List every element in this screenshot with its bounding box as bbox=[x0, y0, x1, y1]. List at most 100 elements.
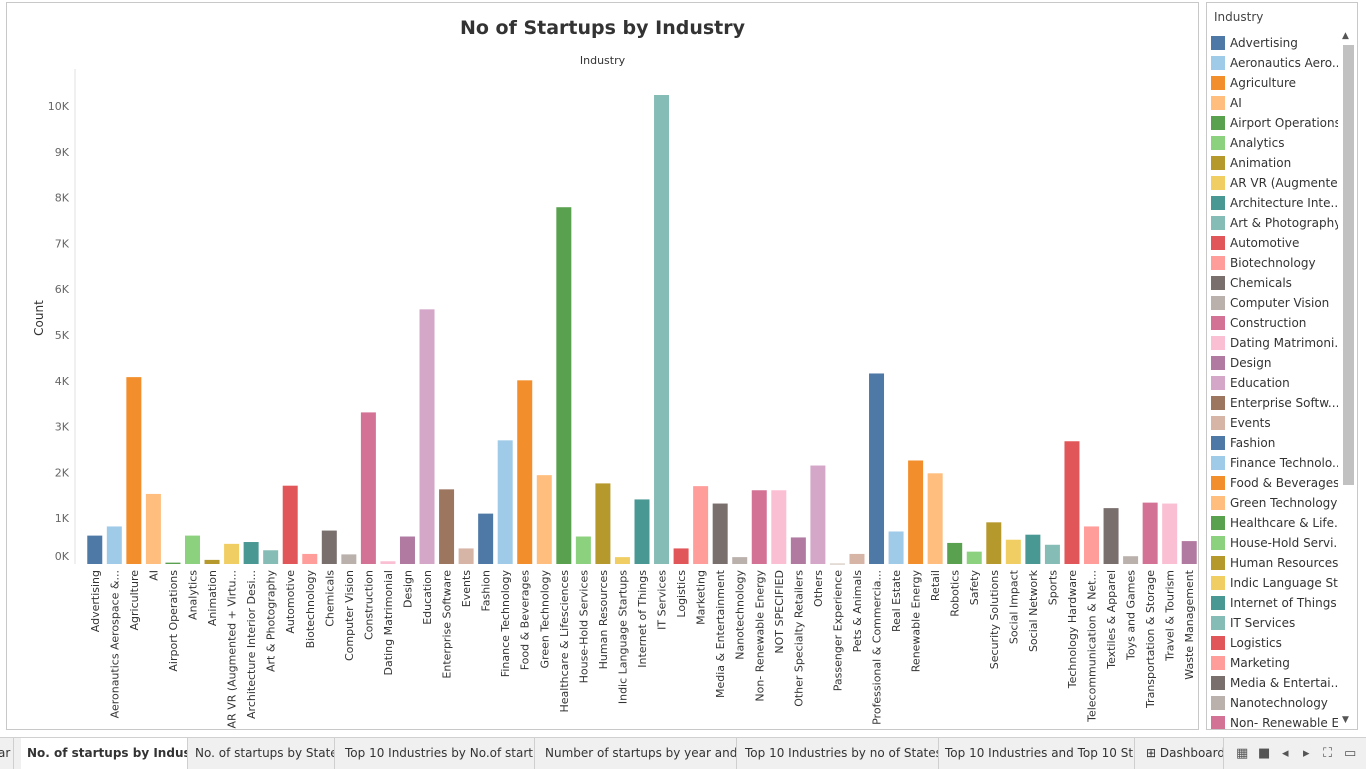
bar bbox=[360, 412, 376, 564]
bar bbox=[517, 380, 533, 564]
legend-label: Art & Photography bbox=[1230, 216, 1338, 230]
legend-item[interactable]: Logistics bbox=[1211, 633, 1341, 653]
fit-screen-icon[interactable]: ⛶ bbox=[1323, 746, 1333, 761]
x-tick-label: Analytics bbox=[186, 570, 199, 620]
scroll-thumb[interactable] bbox=[1343, 45, 1354, 485]
tab-dashboard[interactable]: ⊞ Dashboard bbox=[1140, 738, 1224, 769]
legend-item[interactable]: Art & Photography bbox=[1211, 213, 1341, 233]
scroll-down-icon[interactable]: ▼ bbox=[1342, 715, 1349, 725]
legend-swatch bbox=[1211, 156, 1225, 170]
scroll-up-icon[interactable]: ▲ bbox=[1342, 31, 1349, 41]
legend-label: House-Hold Servi... bbox=[1230, 536, 1338, 550]
legend-swatch bbox=[1211, 356, 1225, 370]
x-tick-label: Travel & Tourism bbox=[1164, 570, 1177, 662]
sheet-sorter-icon[interactable]: ▦ bbox=[1236, 746, 1249, 761]
bar bbox=[712, 503, 728, 564]
legend-item[interactable]: Enterprise Softw... bbox=[1211, 393, 1341, 413]
x-tick-label: Fashion bbox=[480, 570, 493, 612]
legend-item[interactable]: Education bbox=[1211, 373, 1341, 393]
x-tick-label: Food & Beverages bbox=[519, 570, 532, 671]
legend-swatch bbox=[1211, 556, 1225, 570]
legend-scrollbar[interactable]: ▲ ▼ bbox=[1341, 31, 1355, 729]
tab-worksheet[interactable]: ar bbox=[0, 738, 14, 769]
legend-item[interactable]: Finance Technolo... bbox=[1211, 453, 1341, 473]
legend-item[interactable]: Animation bbox=[1211, 153, 1341, 173]
legend-item[interactable]: Construction bbox=[1211, 313, 1341, 333]
legend-item[interactable]: Fashion bbox=[1211, 433, 1341, 453]
legend-item[interactable]: Human Resources bbox=[1211, 553, 1341, 573]
legend-item[interactable]: Events bbox=[1211, 413, 1341, 433]
tab-startups-by-industry[interactable]: No. of startups by Industry bbox=[21, 738, 188, 769]
bar bbox=[986, 522, 1002, 564]
legend-item[interactable]: Aeronautics Aero... bbox=[1211, 53, 1341, 73]
legend-item[interactable]: Architecture Inte... bbox=[1211, 193, 1341, 213]
x-tick-label: Finance Technology bbox=[499, 570, 512, 678]
bar bbox=[829, 563, 845, 565]
legend-item[interactable]: Computer Vision bbox=[1211, 293, 1341, 313]
prev-sheet-icon[interactable]: ◂ bbox=[1282, 746, 1289, 761]
x-tick-label: AR VR (Augmented + Virtu... bbox=[226, 570, 239, 728]
bar bbox=[126, 377, 142, 564]
legend-item[interactable]: Analytics bbox=[1211, 133, 1341, 153]
legend-label: Computer Vision bbox=[1230, 296, 1330, 310]
legend-swatch bbox=[1211, 436, 1225, 450]
legend-item[interactable]: Marketing bbox=[1211, 653, 1341, 673]
legend-swatch bbox=[1211, 296, 1225, 310]
x-tick-label: Other Specialty Retailers bbox=[792, 570, 805, 707]
presentation-mode-icon[interactable]: ▭ bbox=[1344, 746, 1357, 761]
legend-item[interactable]: Design bbox=[1211, 353, 1341, 373]
legend-item[interactable]: Indic Language St... bbox=[1211, 573, 1341, 593]
bar bbox=[790, 537, 806, 564]
x-tick-label: Logistics bbox=[675, 570, 688, 618]
legend-item[interactable]: Healthcare & Life... bbox=[1211, 513, 1341, 533]
x-tick-label: Transportation & Storage bbox=[1144, 570, 1157, 709]
legend-item[interactable]: Non- Renewable E... bbox=[1211, 713, 1341, 730]
legend-item[interactable]: Internet of Things bbox=[1211, 593, 1341, 613]
legend-swatch bbox=[1211, 676, 1225, 690]
legend-label: Agriculture bbox=[1230, 76, 1296, 90]
x-tick-label: Toys and Games bbox=[1125, 570, 1138, 661]
bar bbox=[165, 562, 181, 564]
tab-startups-by-year[interactable]: Number of startups by year and ... bbox=[539, 738, 737, 769]
y-tick-label: 9K bbox=[55, 146, 70, 159]
legend-item[interactable]: IT Services bbox=[1211, 613, 1341, 633]
legend-label: Design bbox=[1230, 356, 1272, 370]
legend-item[interactable]: AR VR (Augmente... bbox=[1211, 173, 1341, 193]
legend-item[interactable]: House-Hold Servi... bbox=[1211, 533, 1341, 553]
tab-top10-industries-and-states[interactable]: Top 10 Industries and Top 10 St... bbox=[939, 738, 1135, 769]
tab-top10-industries-by-startups[interactable]: Top 10 Industries by No.of start... bbox=[339, 738, 535, 769]
legend-item[interactable]: Automotive bbox=[1211, 233, 1341, 253]
legend-item[interactable]: Nanotechnology bbox=[1211, 693, 1341, 713]
bar bbox=[439, 489, 455, 564]
legend-label: Green Technology bbox=[1230, 496, 1338, 510]
bar bbox=[1181, 541, 1197, 564]
tab-startups-by-state[interactable]: No. of startups by State bbox=[189, 738, 335, 769]
legend-label: AR VR (Augmente... bbox=[1230, 176, 1338, 190]
legend-item[interactable]: Advertising bbox=[1211, 33, 1341, 53]
legend-item[interactable]: Biotechnology bbox=[1211, 253, 1341, 273]
legend-label: Logistics bbox=[1230, 636, 1282, 650]
tab-top10-industries-by-states[interactable]: Top 10 Industries by no of States bbox=[739, 738, 939, 769]
legend-label: Airport Operations bbox=[1230, 116, 1338, 130]
legend-item[interactable]: Media & Entertai... bbox=[1211, 673, 1341, 693]
bar bbox=[732, 557, 748, 564]
legend-item[interactable]: Agriculture bbox=[1211, 73, 1341, 93]
legend-item[interactable]: AI bbox=[1211, 93, 1341, 113]
bar bbox=[204, 559, 220, 564]
bar bbox=[634, 499, 650, 564]
filmstrip-icon[interactable]: ■ bbox=[1258, 746, 1271, 761]
legend-label: Non- Renewable E... bbox=[1230, 716, 1338, 730]
legend-item[interactable]: Green Technology bbox=[1211, 493, 1341, 513]
next-sheet-icon[interactable]: ▸ bbox=[1303, 746, 1310, 761]
legend-item[interactable]: Airport Operations bbox=[1211, 113, 1341, 133]
bar bbox=[263, 550, 279, 564]
legend-title: Industry bbox=[1214, 10, 1264, 24]
legend-label: Animation bbox=[1230, 156, 1292, 170]
legend-item[interactable]: Chemicals bbox=[1211, 273, 1341, 293]
legend-item[interactable]: Dating Matrimoni... bbox=[1211, 333, 1341, 353]
legend-swatch bbox=[1211, 336, 1225, 350]
bar bbox=[575, 536, 591, 564]
legend-swatch bbox=[1211, 316, 1225, 330]
legend-item[interactable]: Food & Beverages bbox=[1211, 473, 1341, 493]
legend-label: Food & Beverages bbox=[1230, 476, 1338, 490]
